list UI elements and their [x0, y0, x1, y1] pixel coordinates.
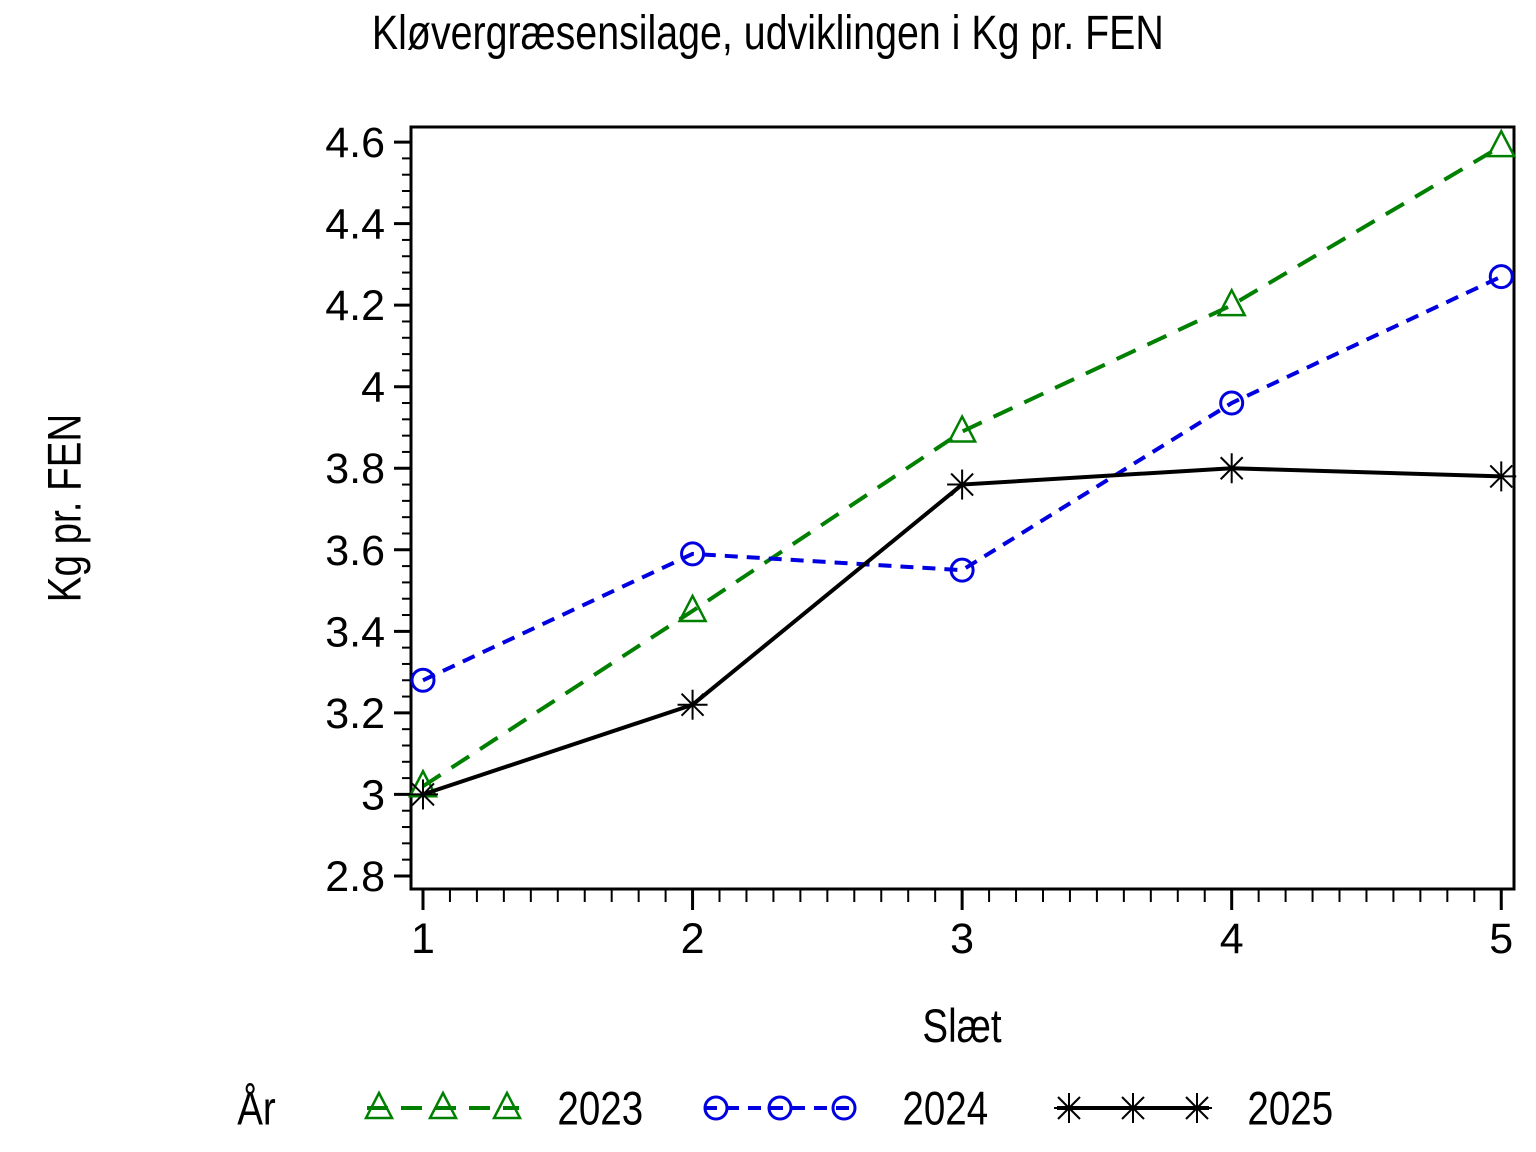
- star-marker-spoke: [1489, 464, 1513, 489]
- series-2023: [407, 128, 1517, 798]
- legend-label-2023: 2023: [548, 1081, 653, 1136]
- circle-marker: [410, 667, 436, 693]
- x-axis-title: Slæt: [914, 998, 1011, 1053]
- y-tick-label: 3.8: [325, 445, 385, 493]
- y-tick-label: 4.2: [325, 282, 385, 330]
- circle-marker: [767, 1095, 793, 1121]
- y-tick-label: 3: [361, 771, 385, 819]
- star-marker: [407, 779, 438, 810]
- x-axis-ticks: [421, 889, 1503, 910]
- series-line-2023: [421, 144, 1503, 788]
- star-marker: [1054, 1093, 1084, 1123]
- x-axis-tick-labels: 1 2 3 4 5: [411, 915, 1513, 963]
- chart-title: Kløvergræsensilage, udviklingen i Kg pr.…: [0, 6, 1536, 61]
- y-tick-label: 2.8: [325, 853, 385, 901]
- star-marker-spoke: [1121, 1096, 1145, 1120]
- legend-label-2025: 2025: [1238, 1081, 1343, 1136]
- star-marker: [947, 469, 978, 500]
- x-tick-label: 5: [1489, 915, 1513, 963]
- plot-frame: [409, 125, 1516, 891]
- star-marker: [1182, 1093, 1212, 1123]
- y-tick-label: 3.6: [325, 527, 385, 575]
- triangle-marker: [1216, 287, 1247, 317]
- x-tick-label: 2: [681, 915, 705, 963]
- x-tick-label: 1: [411, 915, 435, 963]
- series-line-2024: [422, 274, 1503, 683]
- star-marker: [1486, 461, 1517, 492]
- star-marker-spoke: [411, 782, 435, 807]
- star-marker: [1216, 453, 1247, 484]
- circle-marker: [703, 1095, 729, 1121]
- star-marker: [677, 689, 708, 720]
- legend-label-2024: 2024: [893, 1081, 998, 1136]
- series-line-2025: [422, 466, 1502, 797]
- legend-label-text-2023: 2023: [557, 1081, 644, 1135]
- chart-title-text: Kløvergræsensilage, udviklingen i Kg pr.…: [372, 7, 1164, 60]
- star-marker-spoke: [1057, 1096, 1081, 1120]
- triangle-marker: [427, 1090, 459, 1120]
- legend-label-text-2024: 2024: [902, 1081, 989, 1135]
- y-tick-label: 3.2: [325, 690, 385, 738]
- y-axis-tick-labels: 2.8 3 3.2 3.4 3.6 3.8 4 4.2 4.4 4.6: [325, 119, 385, 901]
- series-2025: [407, 453, 1517, 810]
- y-tick-label: 4.6: [325, 119, 385, 167]
- legend-swatch-2025: [1054, 1093, 1212, 1123]
- circle-marker: [680, 541, 706, 567]
- x-tick-label: 3: [950, 915, 974, 963]
- legend-swatch-2023: [363, 1090, 523, 1120]
- y-tick-label: 4: [361, 364, 385, 412]
- triangle-marker: [1486, 128, 1517, 158]
- circle-marker: [1219, 390, 1245, 416]
- y-tick-label: 4.4: [325, 201, 385, 249]
- star-marker-spoke: [1185, 1096, 1209, 1120]
- legend-title: År: [233, 1081, 280, 1136]
- star-marker: [1118, 1093, 1148, 1123]
- circle-marker: [831, 1095, 857, 1121]
- legend: År 2023 2024 2025: [0, 1072, 1536, 1144]
- circle-marker: [949, 557, 975, 583]
- x-axis-title-text: Slæt: [922, 999, 1002, 1052]
- y-tick-label: 3.4: [325, 608, 385, 656]
- star-marker-spoke: [680, 693, 705, 717]
- triangle-marker: [947, 413, 978, 443]
- triangle-marker: [363, 1090, 395, 1120]
- star-marker-spoke: [1219, 456, 1244, 480]
- triangle-marker: [677, 593, 708, 623]
- legend-label-text-2025: 2025: [1247, 1081, 1334, 1135]
- y-axis-ticks: [394, 140, 411, 878]
- star-marker-spoke: [950, 472, 974, 497]
- circle-marker: [1488, 264, 1514, 290]
- triangle-marker: [491, 1090, 523, 1120]
- series-2024: [410, 264, 1514, 693]
- x-tick-label: 4: [1220, 915, 1244, 963]
- legend-title-text: År: [237, 1081, 276, 1135]
- legend-swatch-2024: [703, 1095, 857, 1121]
